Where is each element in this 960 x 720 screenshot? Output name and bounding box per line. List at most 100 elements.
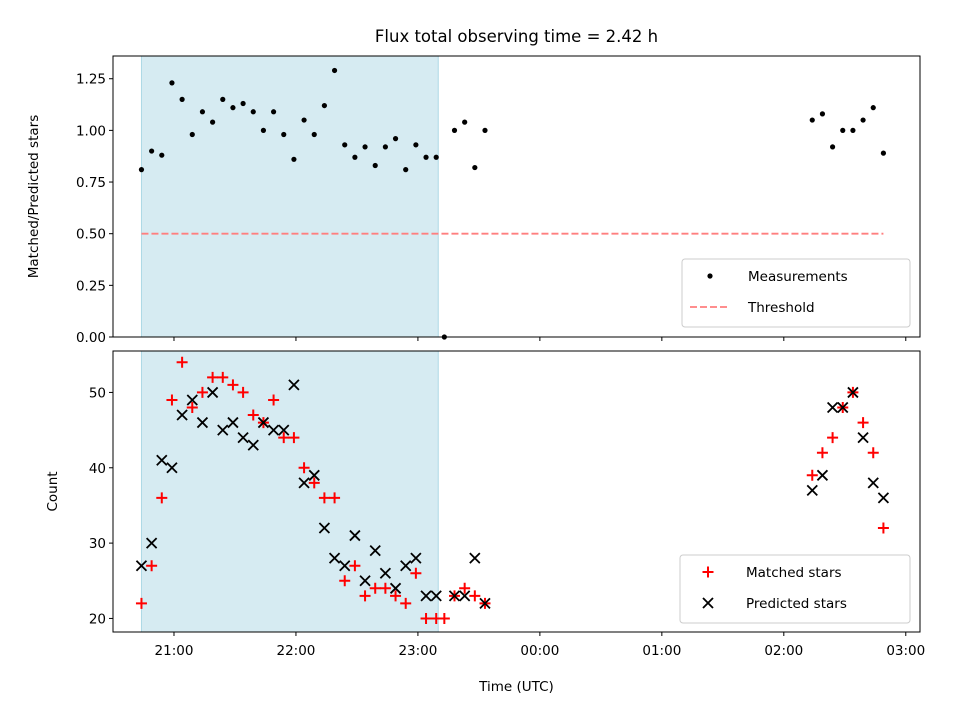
- x-tick-label: 03:00: [886, 643, 925, 659]
- matched-stars-point: [207, 371, 219, 383]
- x-tick-label: 02:00: [764, 643, 803, 659]
- legend-marker-predicted-stars: [702, 597, 714, 609]
- y-tick-label: 0.00: [76, 330, 106, 346]
- y-tick-label: 0.50: [76, 227, 106, 243]
- measurement-point: [169, 80, 175, 86]
- matched-stars-point: [349, 560, 361, 572]
- matched-stars-point: [308, 477, 320, 489]
- matched-stars-point: [410, 567, 422, 579]
- matched-stars-point: [227, 379, 239, 391]
- measurement-point: [260, 127, 267, 133]
- legend-box: [679, 554, 911, 624]
- measurement-point: [451, 127, 458, 133]
- measurement-point: [809, 117, 815, 123]
- predicted-stars-point: [806, 484, 818, 497]
- y-tick-label: 0.25: [76, 278, 106, 294]
- legend-label: Measurements: [748, 269, 848, 285]
- x-tick-label: 00:00: [520, 643, 559, 659]
- x-tick-label: 21:00: [155, 643, 194, 659]
- predicted-stars-point: [247, 439, 259, 451]
- predicted-stars-point: [318, 522, 331, 534]
- ratio-panel-legend: Measurements Threshold: [681, 258, 911, 328]
- predicted-stars-point: [369, 545, 381, 557]
- measurement-point: [850, 127, 856, 133]
- matched-stars-point: [816, 447, 828, 459]
- matched-stars-point: [827, 432, 839, 444]
- predicted-stars-point: [298, 477, 310, 489]
- predicted-stars-point: [420, 590, 432, 602]
- ratio-panel: 0.00 0.25 0.50 0.75 1.00 1.25 Flux total obse…: [26, 27, 921, 346]
- predicted-stars-point: [166, 462, 178, 474]
- y-tick-label: 1.00: [76, 123, 106, 139]
- predicted-stars-point: [186, 394, 198, 406]
- measurement-point: [210, 119, 216, 125]
- predicted-stars-point: [379, 567, 392, 579]
- matched-stars-point: [186, 402, 198, 414]
- count-panel-legend: Matched stars Predicted stars: [679, 554, 911, 624]
- measurement-point: [291, 156, 297, 162]
- measurement-point: [199, 109, 206, 115]
- legend-label: Predicted stars: [746, 596, 847, 612]
- x-axis-label: Time (UTC): [478, 679, 554, 695]
- predicted-stars-point: [847, 386, 859, 399]
- matched-stars-point: [400, 597, 412, 609]
- measurement-point: [250, 109, 256, 115]
- measurement-point: [149, 148, 155, 154]
- predicted-stars-point: [389, 582, 402, 594]
- predicted-stars-point: [135, 560, 148, 572]
- matched-stars-point: [806, 469, 818, 481]
- measurement-point: [301, 117, 307, 123]
- measurement-point: [423, 154, 429, 160]
- predicted-stars-point: [278, 424, 290, 436]
- matched-stars-point: [135, 597, 147, 609]
- count-panel: 20 30 40 50 21:00 22:00 23:00 00:00 01:00 02:00 0…: [45, 350, 925, 695]
- matched-stars-point: [217, 371, 229, 383]
- measurement-point: [433, 154, 439, 160]
- predicted-stars-point: [176, 409, 188, 421]
- y-tick-label: 0.75: [76, 175, 106, 191]
- measurement-point: [829, 144, 836, 150]
- measurement-point: [362, 144, 368, 150]
- predicted-stars-point: [816, 469, 829, 481]
- predicted-stars-point: [145, 537, 158, 549]
- matched-stars-point: [329, 492, 341, 504]
- measurement-point: [321, 102, 328, 109]
- legend-label: Threshold: [747, 300, 815, 316]
- measurement-point: [392, 136, 399, 142]
- predicted-stars-point: [459, 590, 471, 602]
- predicted-stars-point: [217, 424, 229, 436]
- matched-stars-point: [420, 612, 432, 624]
- matched-stars-point: [867, 447, 879, 459]
- legend-box: [681, 258, 911, 328]
- predicted-stars-point: [826, 401, 839, 414]
- predicted-stars-point: [877, 492, 890, 504]
- predicted-stars-point: [339, 560, 351, 572]
- measurement-point: [281, 131, 287, 138]
- measurement-point: [482, 127, 488, 133]
- measurement-point: [403, 167, 409, 173]
- predicted-stars-point: [867, 477, 879, 489]
- measurement-point: [138, 167, 145, 173]
- predicted-stars-point: [196, 416, 209, 429]
- matched-stars-point: [166, 394, 178, 406]
- matched-stars-point: [156, 492, 168, 504]
- matched-stars-point: [438, 612, 450, 624]
- matched-stars-point: [857, 417, 869, 429]
- matched-stars-point: [288, 432, 300, 444]
- legend-marker-measurements: [707, 273, 713, 279]
- matched-stars-point: [247, 409, 259, 421]
- measurement-point: [159, 152, 165, 158]
- matched-stars-point: [237, 386, 249, 398]
- predicted-stars-point: [308, 469, 320, 481]
- measurement-point: [179, 96, 185, 102]
- predicted-stars-point: [469, 552, 481, 564]
- matched-stars-point: [318, 492, 330, 504]
- measurement-point: [472, 164, 478, 171]
- matched-stars-point: [369, 582, 381, 594]
- measurement-point: [880, 150, 887, 156]
- predicted-stars-point: [288, 379, 300, 391]
- legend-marker-matched-stars: [702, 566, 714, 578]
- predicted-stars-point: [267, 424, 280, 436]
- y-tick-label: 1.25: [76, 72, 106, 88]
